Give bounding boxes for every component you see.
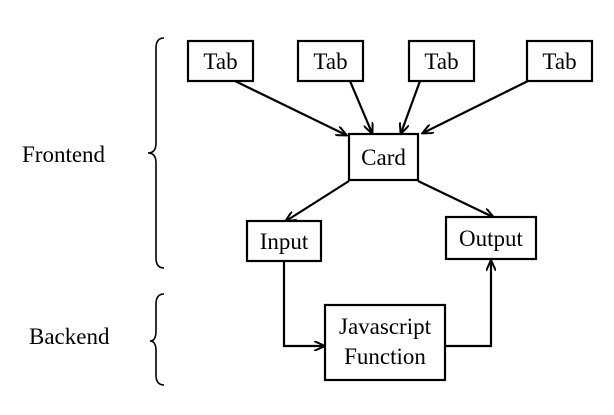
- tab-label-1: Tab: [203, 49, 237, 74]
- tab-node-1: Tab: [186, 39, 255, 83]
- tab-label-4: Tab: [542, 49, 576, 74]
- tab-node-4: Tab: [525, 39, 594, 83]
- edge-function-output: [446, 261, 491, 348]
- tab-label-2: Tab: [313, 49, 347, 74]
- function-label-line2: Function: [344, 344, 426, 369]
- frontend-brace: [147, 37, 165, 269]
- javascript-function-node: Javascript Function: [323, 303, 447, 382]
- card-node: Card: [347, 132, 420, 182]
- backend-label: Backend: [29, 324, 110, 349]
- frontend-label: Frontend: [22, 142, 106, 167]
- output-node: Output: [444, 215, 538, 261]
- edge-tab1-card: [234, 80, 346, 135]
- tab-node-3: Tab: [407, 39, 476, 83]
- function-label-line1: Javascript: [339, 314, 432, 339]
- edge-tab3-card: [401, 80, 422, 133]
- tab-node-2: Tab: [296, 39, 365, 83]
- edge-input-function: [282, 261, 324, 346]
- input-node: Input: [245, 219, 323, 263]
- edge-tab4-card: [423, 80, 529, 133]
- edge-tab2-card: [348, 80, 372, 133]
- edge-card-input: [286, 180, 350, 221]
- card-label: Card: [361, 145, 406, 170]
- input-label: Input: [260, 229, 309, 254]
- tab-label-3: Tab: [424, 49, 458, 74]
- edge-card-output: [417, 180, 493, 217]
- output-label: Output: [459, 226, 524, 251]
- backend-brace: [149, 293, 165, 386]
